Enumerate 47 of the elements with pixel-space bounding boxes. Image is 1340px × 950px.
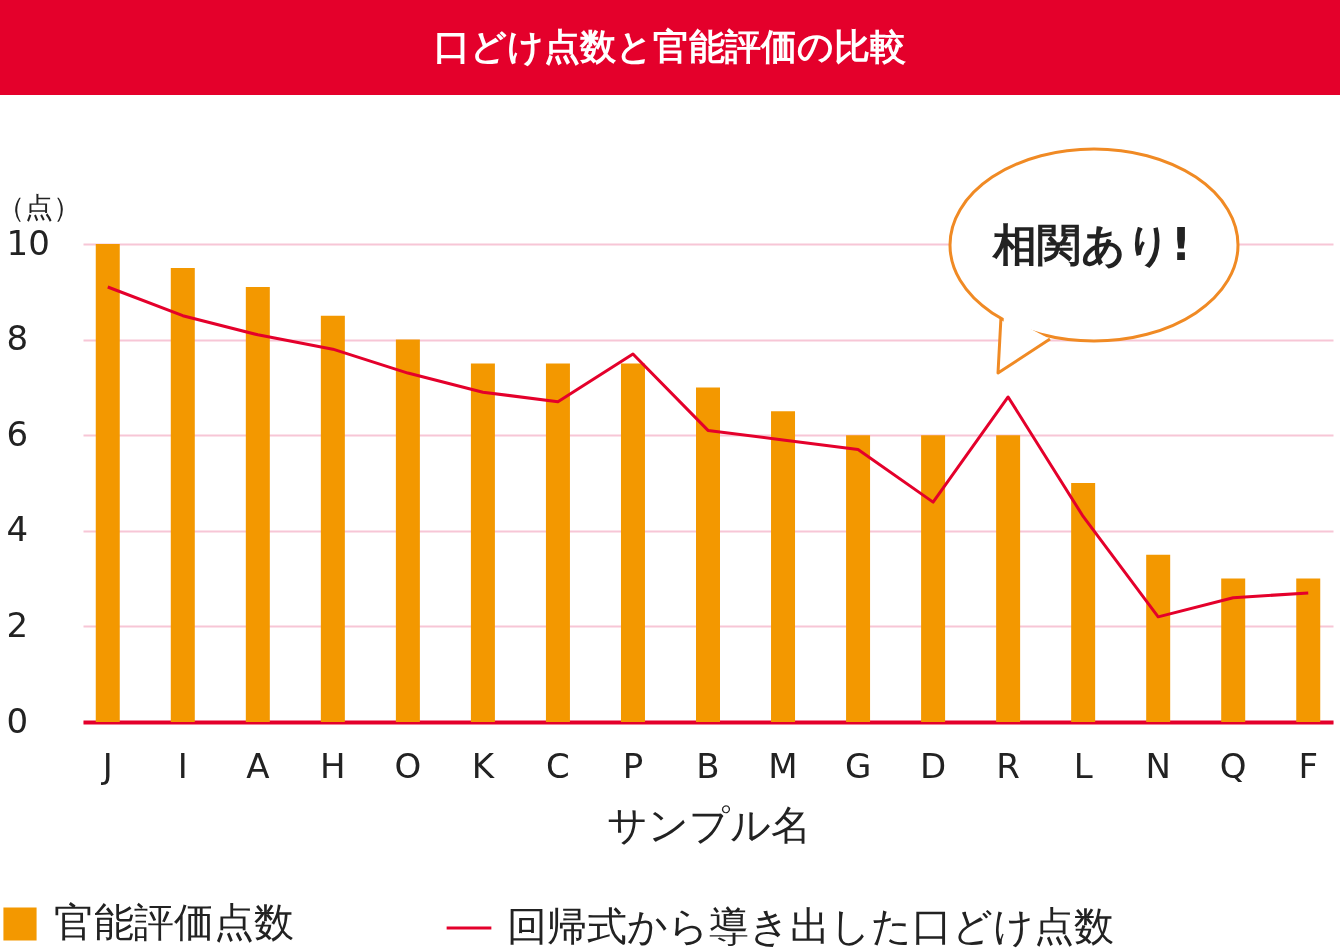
x-tick-label: H [320, 745, 346, 786]
y-tick-label: 10 [6, 222, 50, 263]
bar [395, 339, 420, 722]
bar [921, 435, 946, 722]
x-tick-label: B [696, 745, 720, 786]
bar [470, 363, 495, 722]
x-tick-label: L [1073, 745, 1093, 786]
bar [170, 267, 195, 722]
x-tick-label: Q [1219, 745, 1247, 786]
x-tick-label: D [920, 745, 947, 786]
bar [95, 244, 120, 722]
legend-label: 回帰式から導き出した口どけ点数 [507, 903, 1114, 949]
x-axis-title: サンプル名 [606, 801, 811, 848]
y-tick-label: 0 [6, 700, 29, 741]
y-axis-title: （点） [0, 190, 81, 224]
y-tick-label: 4 [6, 509, 29, 550]
x-tick-label: C [546, 745, 570, 786]
x-tick-label: G [844, 745, 872, 786]
bar [620, 363, 645, 722]
x-tick-label: O [394, 745, 422, 786]
bar [846, 435, 871, 722]
y-tick-label: 8 [6, 318, 29, 359]
bar [996, 435, 1021, 722]
bar [1296, 578, 1321, 722]
bar [696, 387, 720, 722]
x-tick-label: K [471, 745, 496, 786]
annotation: 相関あり! [946, 147, 1238, 343]
line-series [106, 285, 1310, 619]
x-tick-label: J [100, 745, 113, 786]
bar [320, 315, 345, 722]
x-tick-label: P [622, 745, 644, 786]
bar [771, 411, 796, 722]
x-tick-label: A [246, 745, 270, 786]
y-tick-label: 6 [6, 413, 29, 454]
x-tick-label: N [1145, 745, 1171, 786]
x-tick-label: I [177, 745, 188, 786]
x-tick-label: F [1298, 745, 1319, 786]
bar [245, 287, 270, 722]
bar [545, 363, 570, 722]
bar [1071, 483, 1096, 722]
legend-label: 官能評価点数 [54, 899, 294, 945]
x-tick-label: M [768, 745, 798, 786]
x-tick-label: R [996, 745, 1020, 786]
bar [1146, 554, 1171, 722]
y-tick-label: 2 [6, 604, 29, 645]
bar [1221, 578, 1246, 722]
chart-title: 口どけ点数と官能評価の比較 [0, 0, 1340, 95]
